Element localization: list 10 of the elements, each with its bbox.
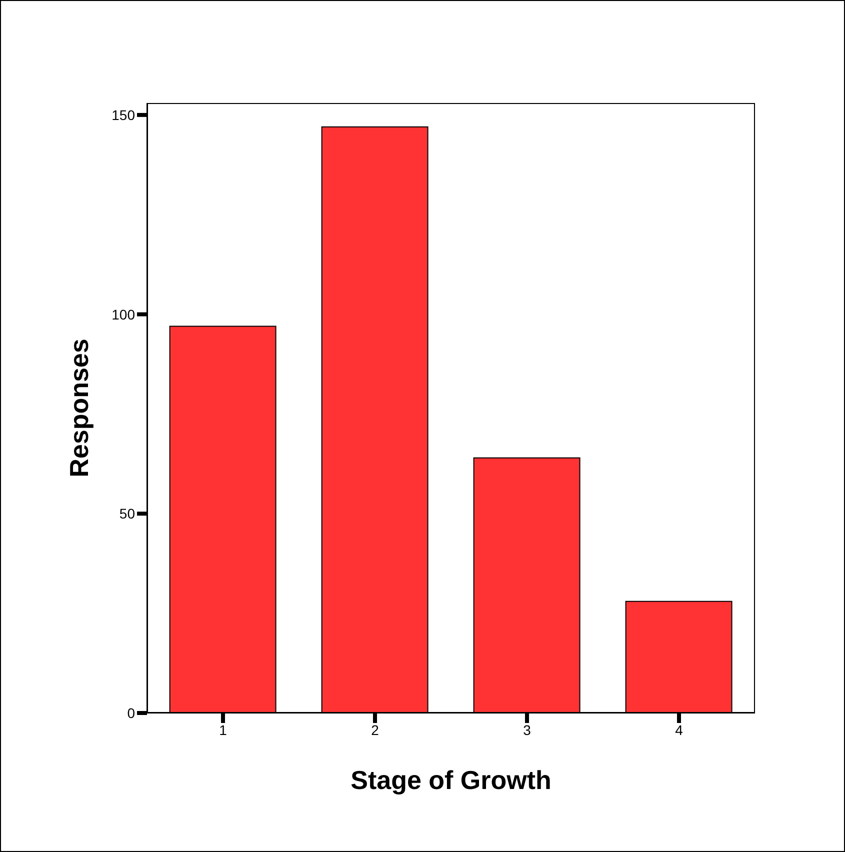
y-tick-label: 0 (127, 704, 136, 721)
y-tick-label: 150 (112, 106, 136, 123)
x-tick-label: 2 (371, 722, 380, 738)
x-axis-title: Stage of Growth (350, 765, 552, 795)
x-tick-label: 4 (675, 722, 684, 738)
x-tick-label: 3 (523, 722, 532, 738)
y-axis-title: Responses (64, 338, 94, 478)
y-tick-label: 50 (119, 506, 136, 522)
y-tick-label: 100 (112, 306, 136, 322)
x-tick-label: 1 (219, 722, 228, 738)
